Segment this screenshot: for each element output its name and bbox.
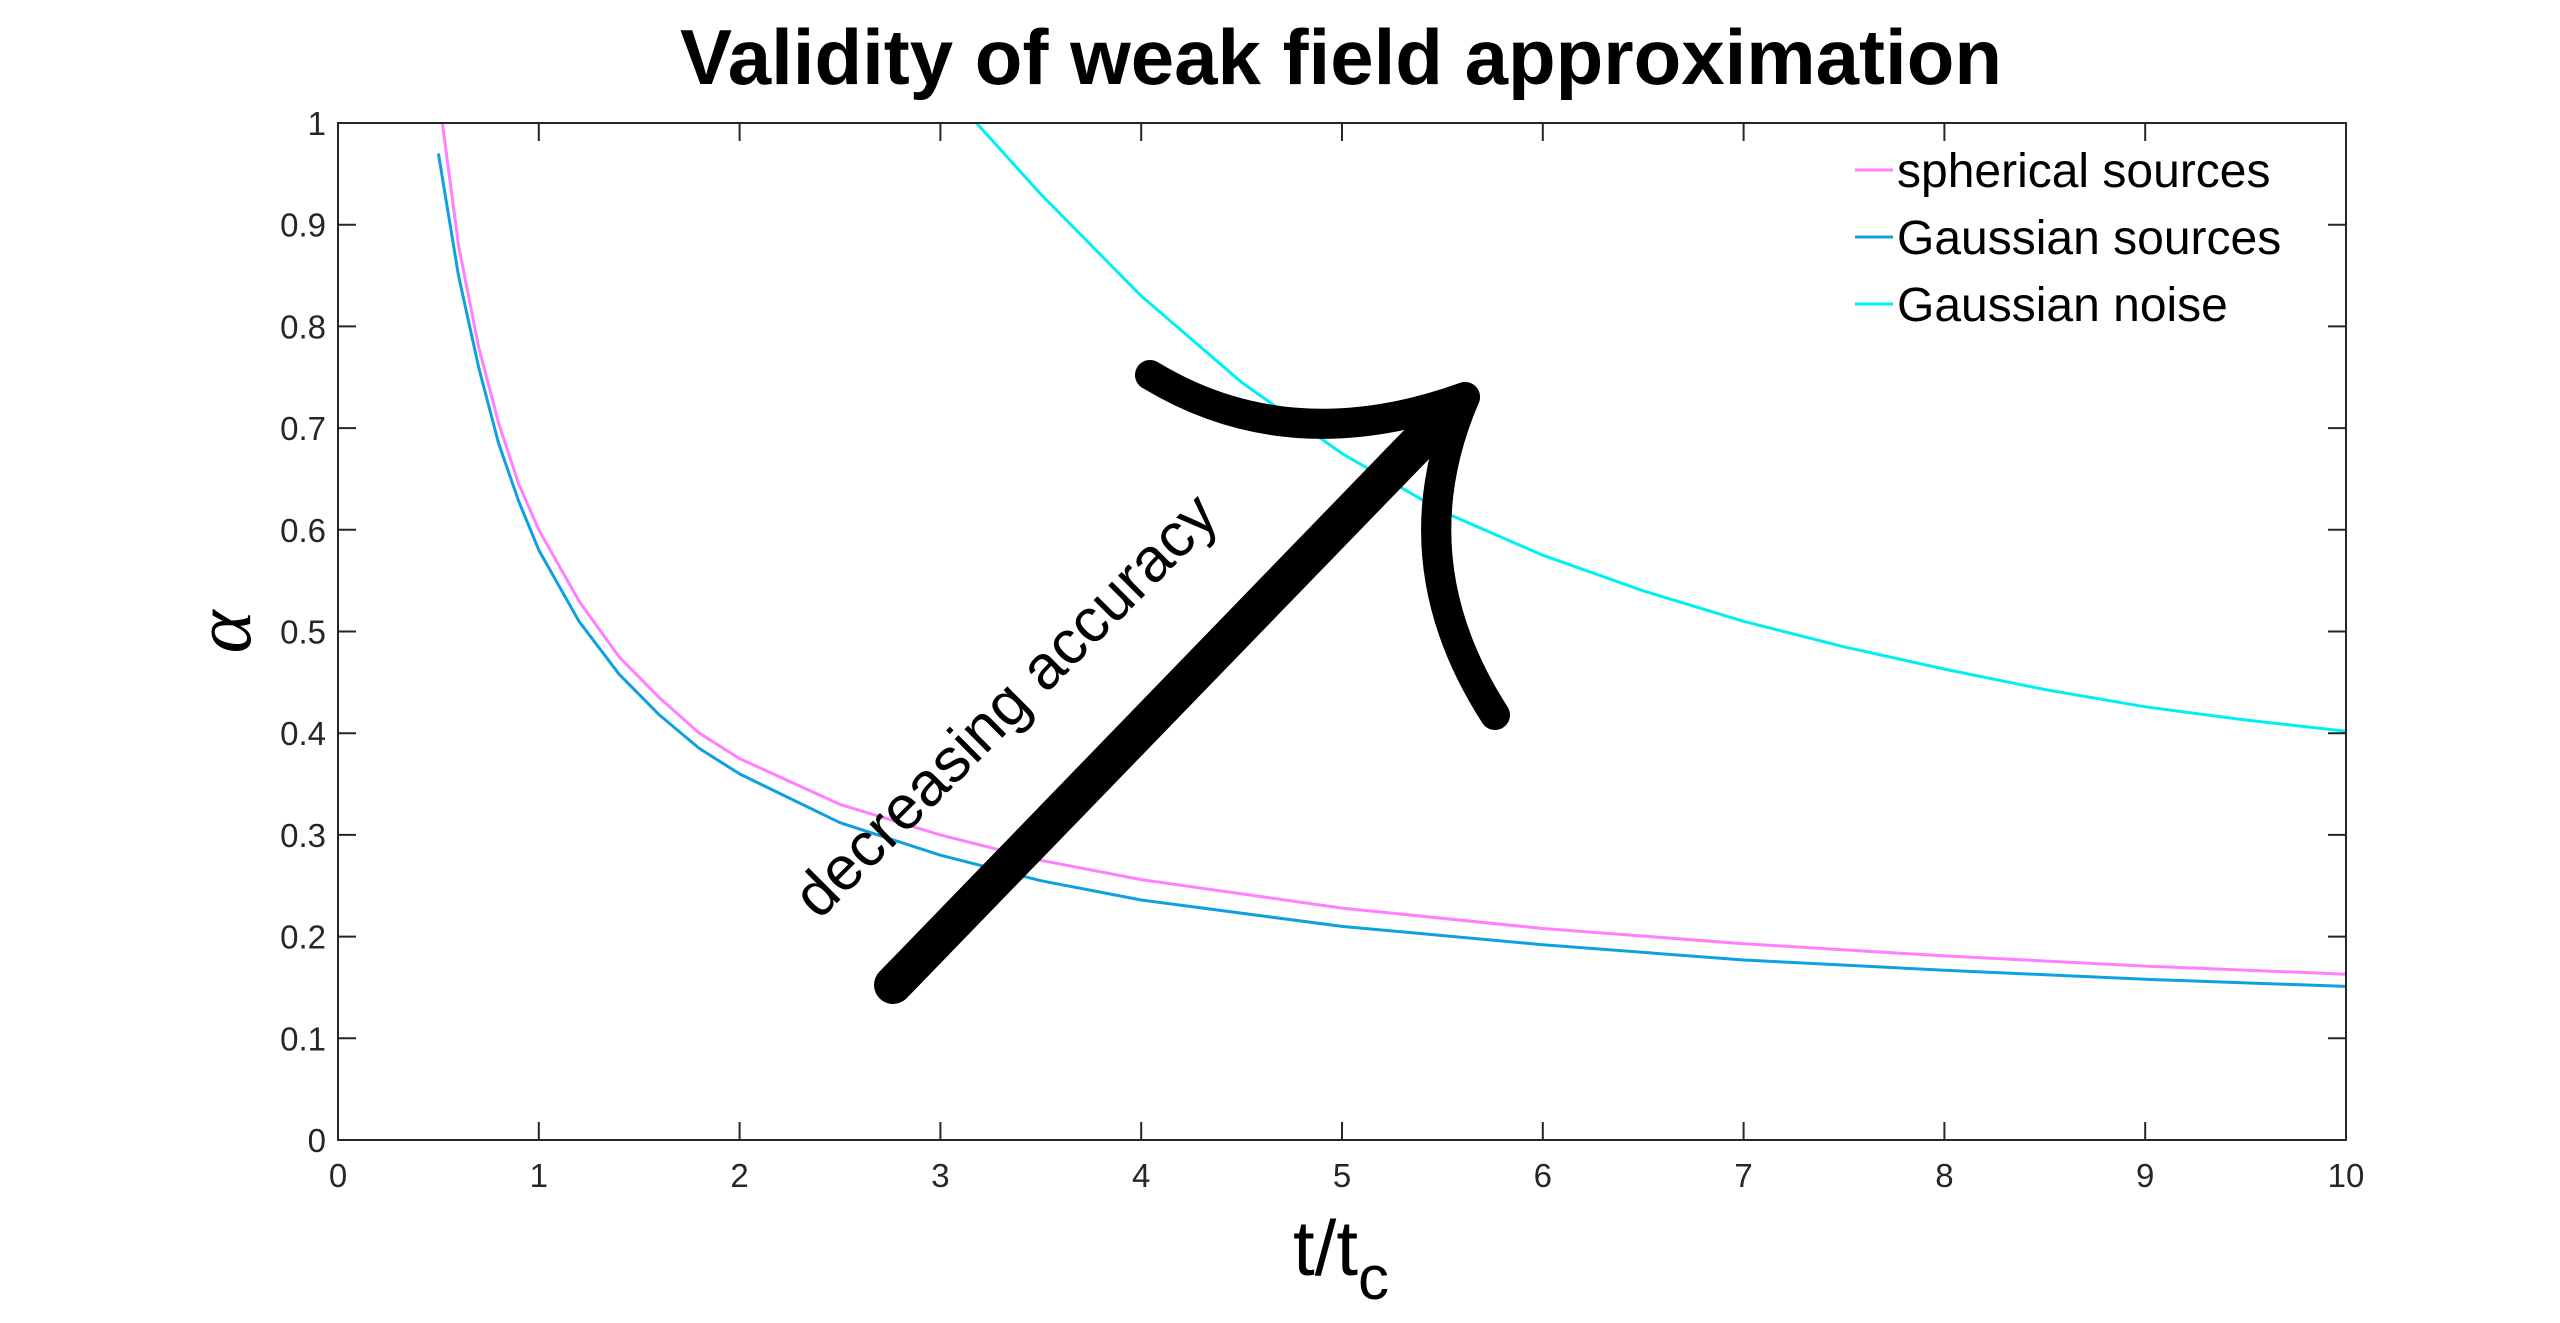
x-axis-label: t/tc <box>1293 1204 1389 1313</box>
annotation-arrow-shaft <box>874 389 1471 1004</box>
x-tick-label: 4 <box>1132 1157 1150 1194</box>
decreasing-accuracy-annotation: decreasing accuracy <box>780 360 1510 1004</box>
x-tick-label: 10 <box>2328 1157 2365 1194</box>
x-tick-label: 0 <box>329 1157 347 1194</box>
x-axis-label-subscript: c <box>1358 1244 1389 1313</box>
x-tick-label: 8 <box>1935 1157 1953 1194</box>
legend-label: spherical sources <box>1897 145 2271 198</box>
x-tick-label: 3 <box>931 1157 949 1194</box>
y-tick-label: 0.8 <box>280 308 326 345</box>
plot-area <box>337 122 2347 1141</box>
y-tick-label: 0.3 <box>280 817 326 854</box>
x-axis-ticks: 0 1 2 3 4 5 6 7 8 9 10 <box>329 123 2365 1194</box>
annotation-arrowhead-lower <box>1421 382 1510 730</box>
x-tick-label: 6 <box>1534 1157 1552 1194</box>
x-tick-label: 5 <box>1333 1157 1351 1194</box>
y-tick-label: 0.4 <box>280 715 326 752</box>
y-tick-label: 0.2 <box>280 919 326 956</box>
y-axis-label: α <box>177 609 268 654</box>
legend-item: spherical sources <box>1855 145 2271 198</box>
legend: spherical sources Gaussian sources Gaussia… <box>1855 145 2281 332</box>
x-tick-label: 7 <box>1734 1157 1752 1194</box>
y-tick-label: 0 <box>308 1122 326 1159</box>
legend-label: Gaussian sources <box>1897 212 2281 265</box>
x-tick-label: 9 <box>2136 1157 2154 1194</box>
legend-label: Gaussian noise <box>1897 279 2228 332</box>
x-tick-label: 2 <box>730 1157 748 1194</box>
y-tick-label: 0.7 <box>280 410 326 447</box>
series-line-gaussian-sources <box>436 153 2346 988</box>
y-tick-label: 0.6 <box>280 512 326 549</box>
series-lines <box>436 123 2346 988</box>
series-line-spherical-sources <box>440 123 2346 976</box>
legend-item: Gaussian noise <box>1855 279 2228 332</box>
y-tick-label: 0.1 <box>280 1020 326 1057</box>
y-tick-label: 1 <box>308 105 326 142</box>
axes-box <box>337 122 2347 1141</box>
y-tick-label: 0.9 <box>280 207 326 244</box>
annotation-arrowhead-upper <box>1135 360 1480 439</box>
legend-item: Gaussian sources <box>1855 212 2281 265</box>
series-line-gaussian-noise <box>975 123 2346 733</box>
x-tick-label: 1 <box>530 1157 548 1194</box>
y-tick-label: 0.5 <box>280 614 326 651</box>
y-axis-ticks: 0 0.1 0.2 0.3 0.4 0.5 0.6 0.7 0.8 0.9 1 <box>280 105 2346 1159</box>
chart-title: Validity of weak field approximation <box>680 13 2002 101</box>
